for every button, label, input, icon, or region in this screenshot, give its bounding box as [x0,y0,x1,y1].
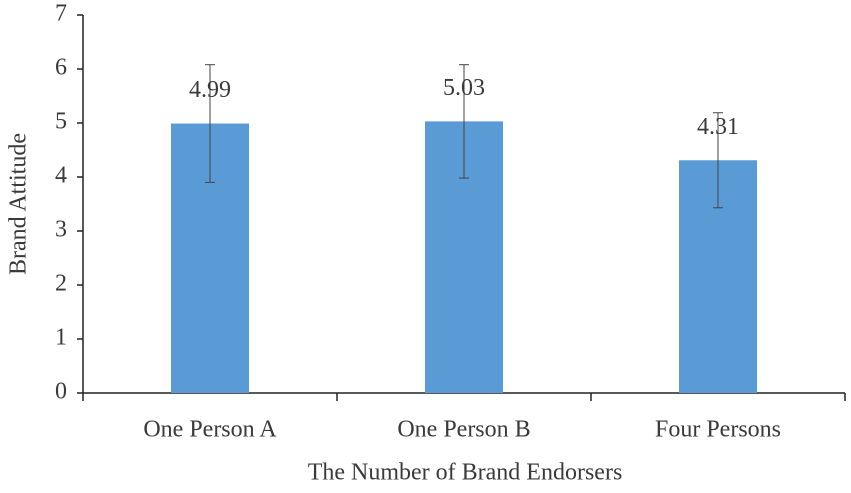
error-bar [205,64,215,183]
y-tick-label: 3 [55,217,67,243]
data-label: 4.99 [189,77,231,103]
y-tick-label: 1 [55,325,67,351]
x-axis-title: The Number of Brand Endorsers [308,460,623,486]
x-tick-label: Four Persons [655,417,781,443]
y-tick-label: 6 [55,55,67,81]
y-tick-label: 2 [55,271,67,297]
y-tick-label: 5 [55,109,67,135]
error-bar [713,112,723,209]
data-label: 5.03 [443,75,485,101]
y-tick-label: 0 [55,379,67,405]
y-axis-title: Brand Attitude [6,133,32,275]
y-tick-label: 7 [55,1,67,27]
error-bar [459,64,469,179]
x-tick-label: One Person A [143,417,277,443]
x-tick-label: One Person B [397,417,530,443]
data-label: 4.31 [697,114,739,140]
y-tick-label: 4 [55,163,67,189]
